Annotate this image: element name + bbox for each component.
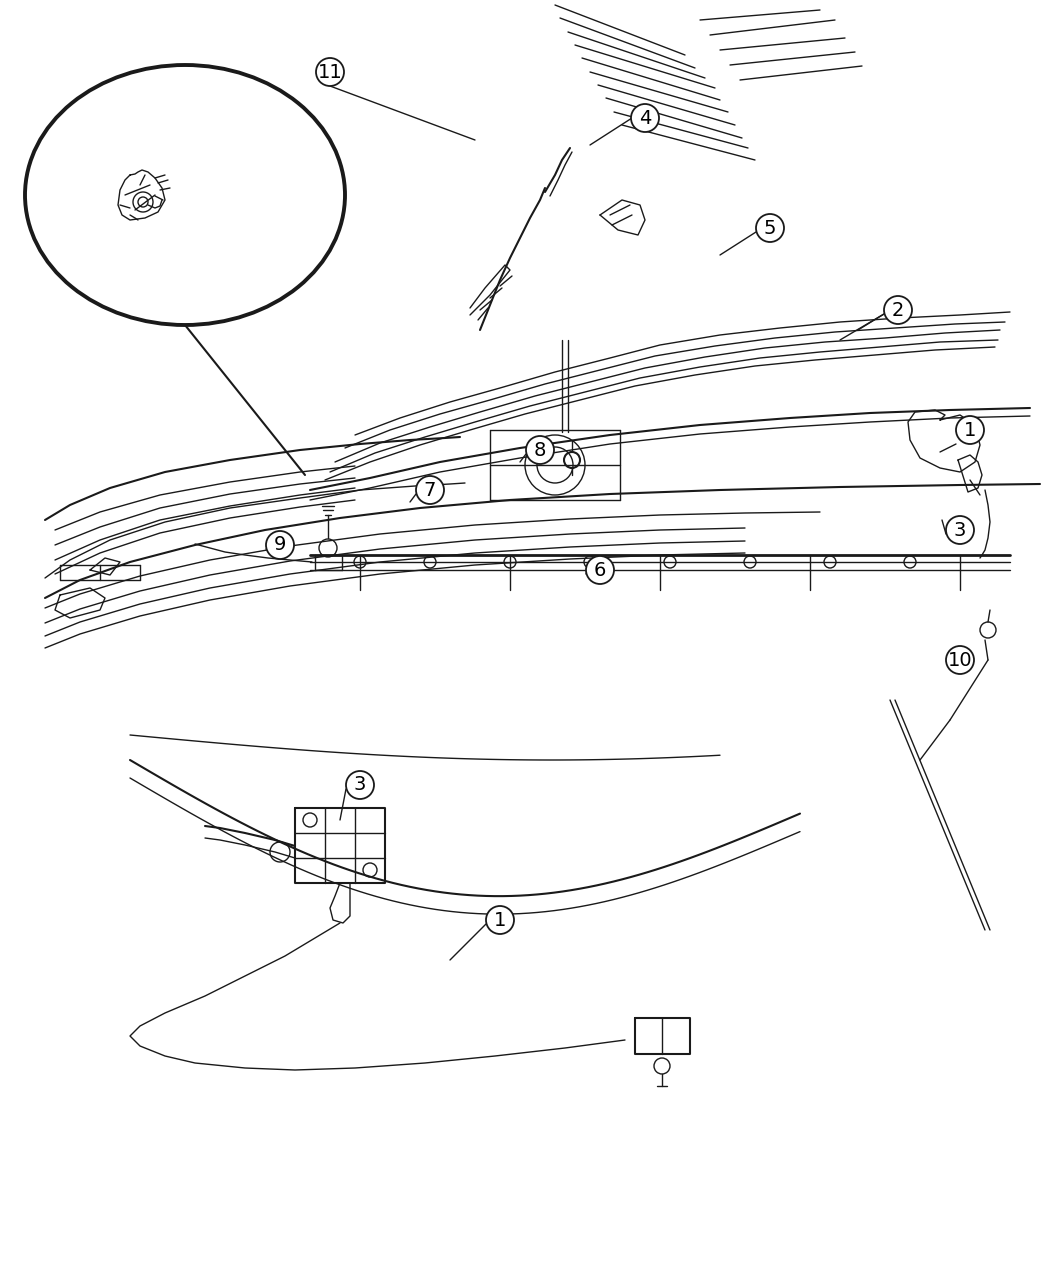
Text: 1: 1 [964, 421, 977, 440]
Text: 11: 11 [317, 62, 342, 82]
Text: 9: 9 [274, 536, 287, 555]
Circle shape [416, 476, 444, 504]
Text: 3: 3 [953, 520, 966, 539]
Circle shape [756, 214, 784, 242]
Circle shape [486, 907, 514, 935]
Circle shape [586, 556, 614, 584]
Text: 6: 6 [594, 561, 606, 580]
Text: 3: 3 [354, 775, 366, 794]
Circle shape [884, 296, 912, 324]
Circle shape [946, 646, 974, 674]
Text: 5: 5 [763, 218, 776, 237]
Text: 8: 8 [533, 440, 546, 459]
Circle shape [266, 530, 294, 558]
Circle shape [346, 771, 374, 799]
Circle shape [631, 105, 659, 133]
Text: 4: 4 [638, 108, 651, 128]
Circle shape [946, 516, 974, 544]
Circle shape [526, 436, 554, 464]
Text: 1: 1 [494, 910, 506, 929]
Text: 7: 7 [424, 481, 436, 500]
Circle shape [316, 57, 344, 85]
Circle shape [956, 416, 984, 444]
Text: 2: 2 [891, 301, 904, 320]
Text: 10: 10 [948, 650, 972, 669]
